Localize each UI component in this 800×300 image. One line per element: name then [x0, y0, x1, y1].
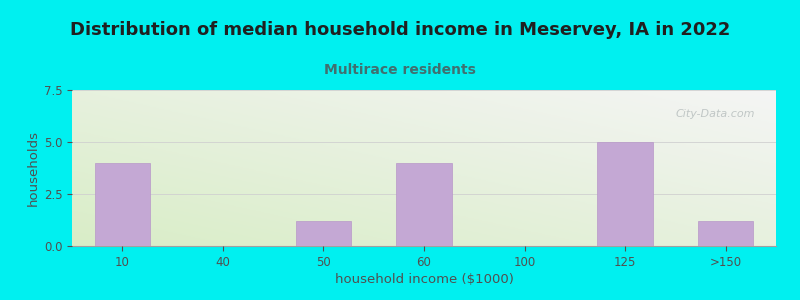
X-axis label: household income ($1000): household income ($1000) — [334, 273, 514, 286]
Bar — [396, 163, 452, 246]
Bar — [296, 221, 351, 246]
Bar — [698, 221, 754, 246]
Text: Multirace residents: Multirace residents — [324, 63, 476, 77]
Y-axis label: households: households — [26, 130, 39, 206]
Text: Distribution of median household income in Meservey, IA in 2022: Distribution of median household income … — [70, 21, 730, 39]
Bar — [598, 142, 653, 246]
Bar — [94, 163, 150, 246]
Text: City-Data.com: City-Data.com — [675, 109, 755, 119]
